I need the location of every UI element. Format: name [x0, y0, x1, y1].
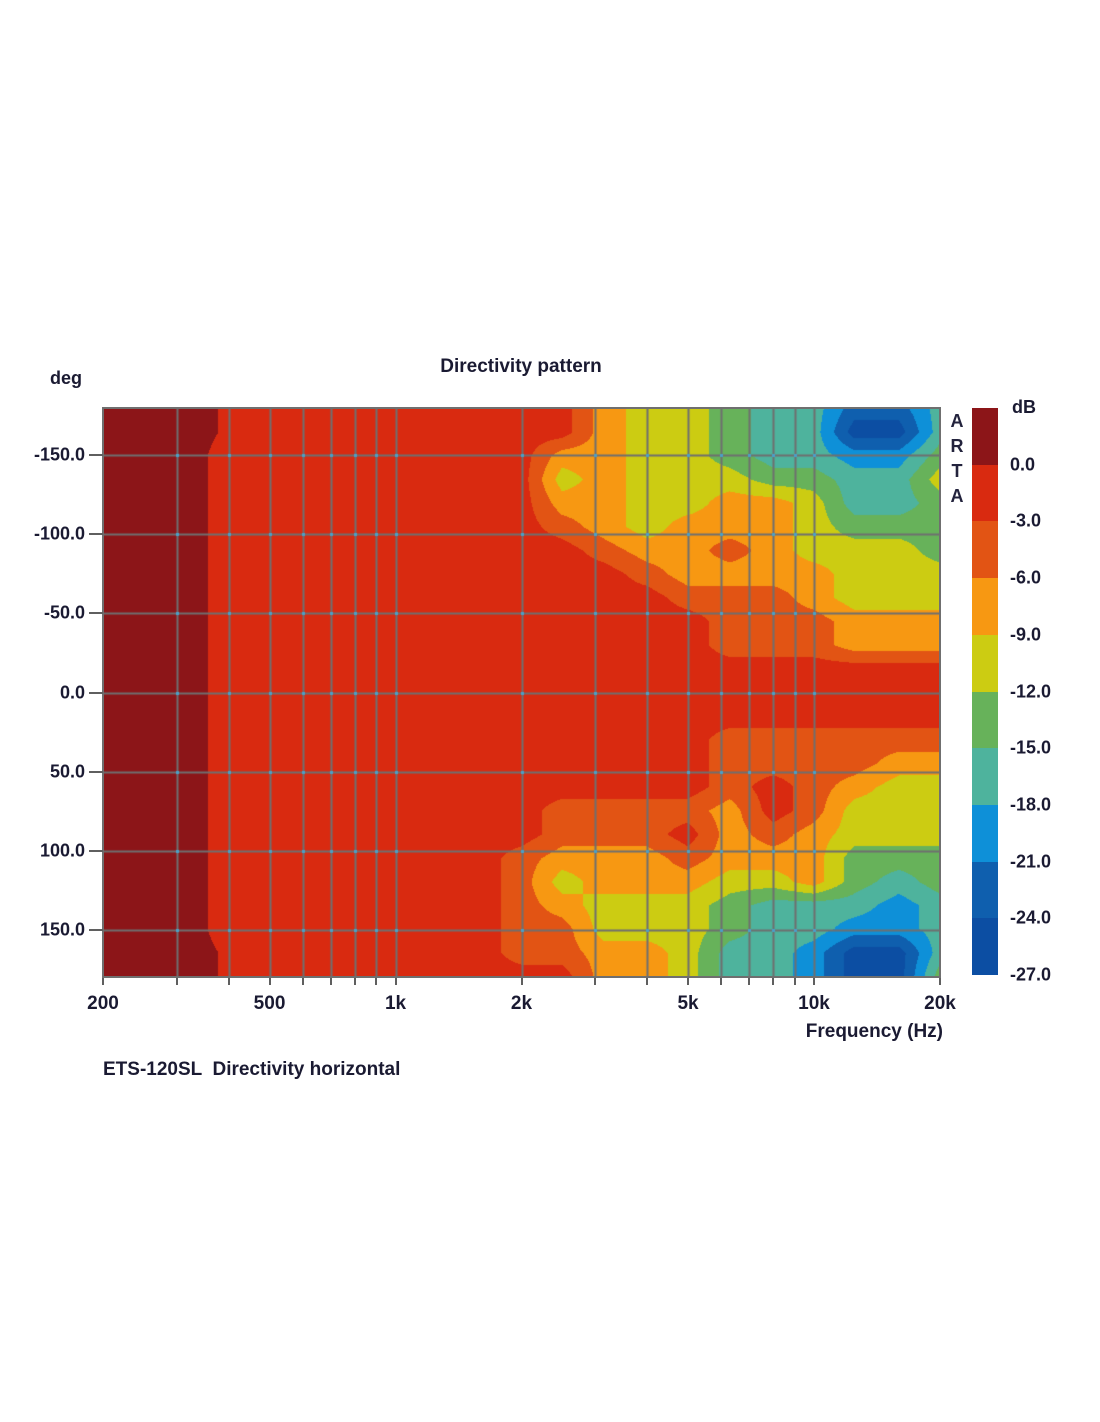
- x-axis-title: Frequency (Hz): [805, 1021, 943, 1042]
- y-tick-mark: [89, 454, 103, 457]
- colorbar-band: [972, 464, 998, 522]
- colorbar-band: [972, 918, 998, 976]
- x-tick-mark: [772, 978, 775, 985]
- x-tick-mark: [813, 978, 816, 985]
- watermark-letter: A: [950, 411, 964, 431]
- watermark-letter: T: [951, 461, 963, 481]
- colorbar: [972, 408, 998, 976]
- colorbar-band: [972, 408, 998, 466]
- x-tick-mark: [301, 978, 304, 985]
- x-tick-label: 10k: [798, 993, 830, 1014]
- colorbar-value-label: -9.0: [1010, 624, 1042, 645]
- x-tick-label: 200: [87, 993, 119, 1014]
- colorbar-value-label: -6.0: [1010, 567, 1042, 588]
- measurement-caption: ETS-120SL Directivity horizontal: [103, 1059, 401, 1080]
- colorbar-value-label: -27.0: [1010, 964, 1052, 985]
- colorbar-value-label: -24.0: [1010, 907, 1052, 928]
- x-tick-label: 2k: [510, 993, 533, 1014]
- colorbar-band: [972, 634, 998, 692]
- x-tick-mark: [594, 978, 597, 985]
- y-tick-label: 50.0: [49, 761, 85, 782]
- y-tick-label: -150.0: [33, 444, 85, 465]
- y-axis-unit-label: deg: [50, 368, 83, 388]
- x-tick-mark: [175, 978, 178, 985]
- x-tick-mark: [375, 978, 378, 985]
- x-tick-mark: [939, 978, 941, 985]
- colorbar-band: [972, 804, 998, 863]
- x-tick-label: 20k: [924, 993, 956, 1014]
- x-tick-mark: [329, 978, 332, 985]
- y-tick-mark: [89, 533, 103, 536]
- colorbar-band: [972, 861, 998, 919]
- plot-area: [102, 407, 941, 978]
- watermark-letter: A: [950, 486, 964, 506]
- colorbar-value-label: -12.0: [1010, 681, 1052, 701]
- y-tick-mark: [89, 612, 103, 615]
- colorbar-band: [972, 748, 998, 806]
- y-tick-label: -100.0: [33, 523, 85, 544]
- x-tick-mark: [227, 978, 230, 985]
- x-tick-label: 5k: [677, 993, 699, 1014]
- x-tick-label: 500: [253, 993, 286, 1014]
- x-tick-mark: [748, 978, 751, 985]
- colorbar-band: [972, 578, 998, 636]
- y-tick-label: 150.0: [39, 919, 85, 940]
- colorbar-value-label: 0.0: [1010, 454, 1036, 475]
- y-tick-label: 0.0: [59, 682, 85, 702]
- x-tick-label: 1k: [384, 993, 407, 1014]
- colorbar-band: [972, 691, 998, 749]
- y-tick-label: -50.0: [43, 602, 85, 623]
- x-tick-mark: [268, 978, 271, 985]
- directivity-heatmap: [102, 407, 941, 978]
- colorbar-value-label: -15.0: [1010, 737, 1052, 758]
- x-tick-mark: [353, 978, 356, 985]
- y-tick-mark: [89, 691, 103, 694]
- x-tick-mark: [793, 978, 796, 985]
- colorbar-value-label: -3.0: [1010, 510, 1042, 531]
- colorbar-value-label: -21.0: [1010, 851, 1052, 872]
- x-tick-mark: [646, 978, 649, 985]
- x-tick-mark: [520, 978, 523, 985]
- x-tick-mark: [394, 978, 397, 985]
- colorbar-band: [972, 521, 998, 579]
- x-tick-mark: [102, 978, 104, 985]
- y-tick-mark: [89, 770, 103, 773]
- y-tick-mark: [89, 928, 103, 931]
- colorbar-value-label: -18.0: [1010, 794, 1052, 815]
- chart-title: Directivity pattern: [440, 356, 602, 377]
- colorbar-unit-label: dB: [1012, 397, 1036, 417]
- y-tick-label: 100.0: [39, 840, 85, 861]
- watermark-letter: R: [950, 436, 964, 456]
- x-tick-mark: [720, 978, 723, 985]
- x-tick-mark: [687, 978, 690, 985]
- y-tick-mark: [89, 849, 103, 852]
